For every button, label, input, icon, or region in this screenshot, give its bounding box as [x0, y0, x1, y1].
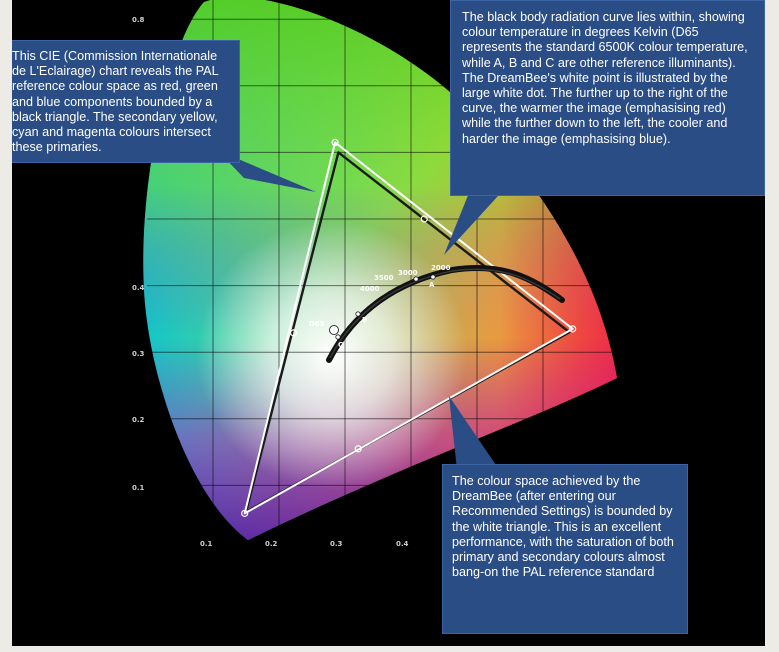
pointer-dreambee: [449, 396, 498, 470]
illuminant-markers: [335, 274, 436, 340]
pointer-lines: [217, 150, 498, 470]
label-2000k: 2000: [431, 264, 451, 272]
x-tick-0.4: 0.4: [396, 540, 409, 548]
marker-a: [430, 274, 436, 280]
white-point: [329, 325, 339, 335]
vertex-green: [331, 138, 339, 147]
x-tick-0.2: 0.2: [265, 540, 278, 548]
x-tick-0.3: 0.3: [330, 540, 343, 548]
x-tick-0.1: 0.1: [200, 540, 213, 548]
label-illuminant-b: B: [362, 316, 367, 324]
vertex-blue: [241, 509, 249, 517]
curve-labels: 2000 3000 3500 4000 A B C D65: [309, 264, 451, 349]
pointer-cie: [217, 150, 316, 192]
vertex-red: [569, 325, 577, 333]
pointer-blackbody: [444, 178, 498, 255]
chart-panel: 0.8 0.4 0.3 0.2 0.1 0.1 0.2 0.3 0.4 2000…: [12, 0, 765, 646]
label-4000k: 4000: [360, 285, 380, 293]
marker-b: [355, 311, 361, 317]
y-tick-0.8: 0.8: [132, 16, 145, 24]
callout-dreambee-gamut: The colour space achieved by the DreamBe…: [442, 464, 688, 634]
label-d65: D65: [309, 320, 325, 328]
y-tick-0.2: 0.2: [132, 416, 145, 424]
y-tick-0.4: 0.4: [132, 284, 145, 292]
label-3000k: 3000: [398, 269, 418, 277]
callout-blackbody-curve: The black body radiation curve lies with…: [450, 0, 765, 196]
blackbody-curve-highlight: [329, 268, 561, 359]
axis-ticks: 0.8 0.4 0.3 0.2 0.1 0.1 0.2 0.3 0.4: [132, 16, 409, 548]
label-illuminant-a: A: [429, 281, 435, 289]
white-point-dot: [329, 325, 339, 335]
secondary-cyan-dot: [289, 329, 298, 337]
label-illuminant-c: C: [338, 341, 343, 349]
marker-c: [335, 334, 341, 340]
y-tick-0.3: 0.3: [132, 350, 145, 358]
marker-3000k: [413, 276, 419, 282]
y-tick-0.1: 0.1: [132, 484, 145, 492]
secondary-magenta-dot: [354, 445, 362, 453]
callout-cie-chart: This CIE (Commission Internationale de L…: [12, 40, 240, 164]
secondary-yellow-dot: [420, 215, 428, 223]
label-3500k: 3500: [374, 274, 394, 282]
